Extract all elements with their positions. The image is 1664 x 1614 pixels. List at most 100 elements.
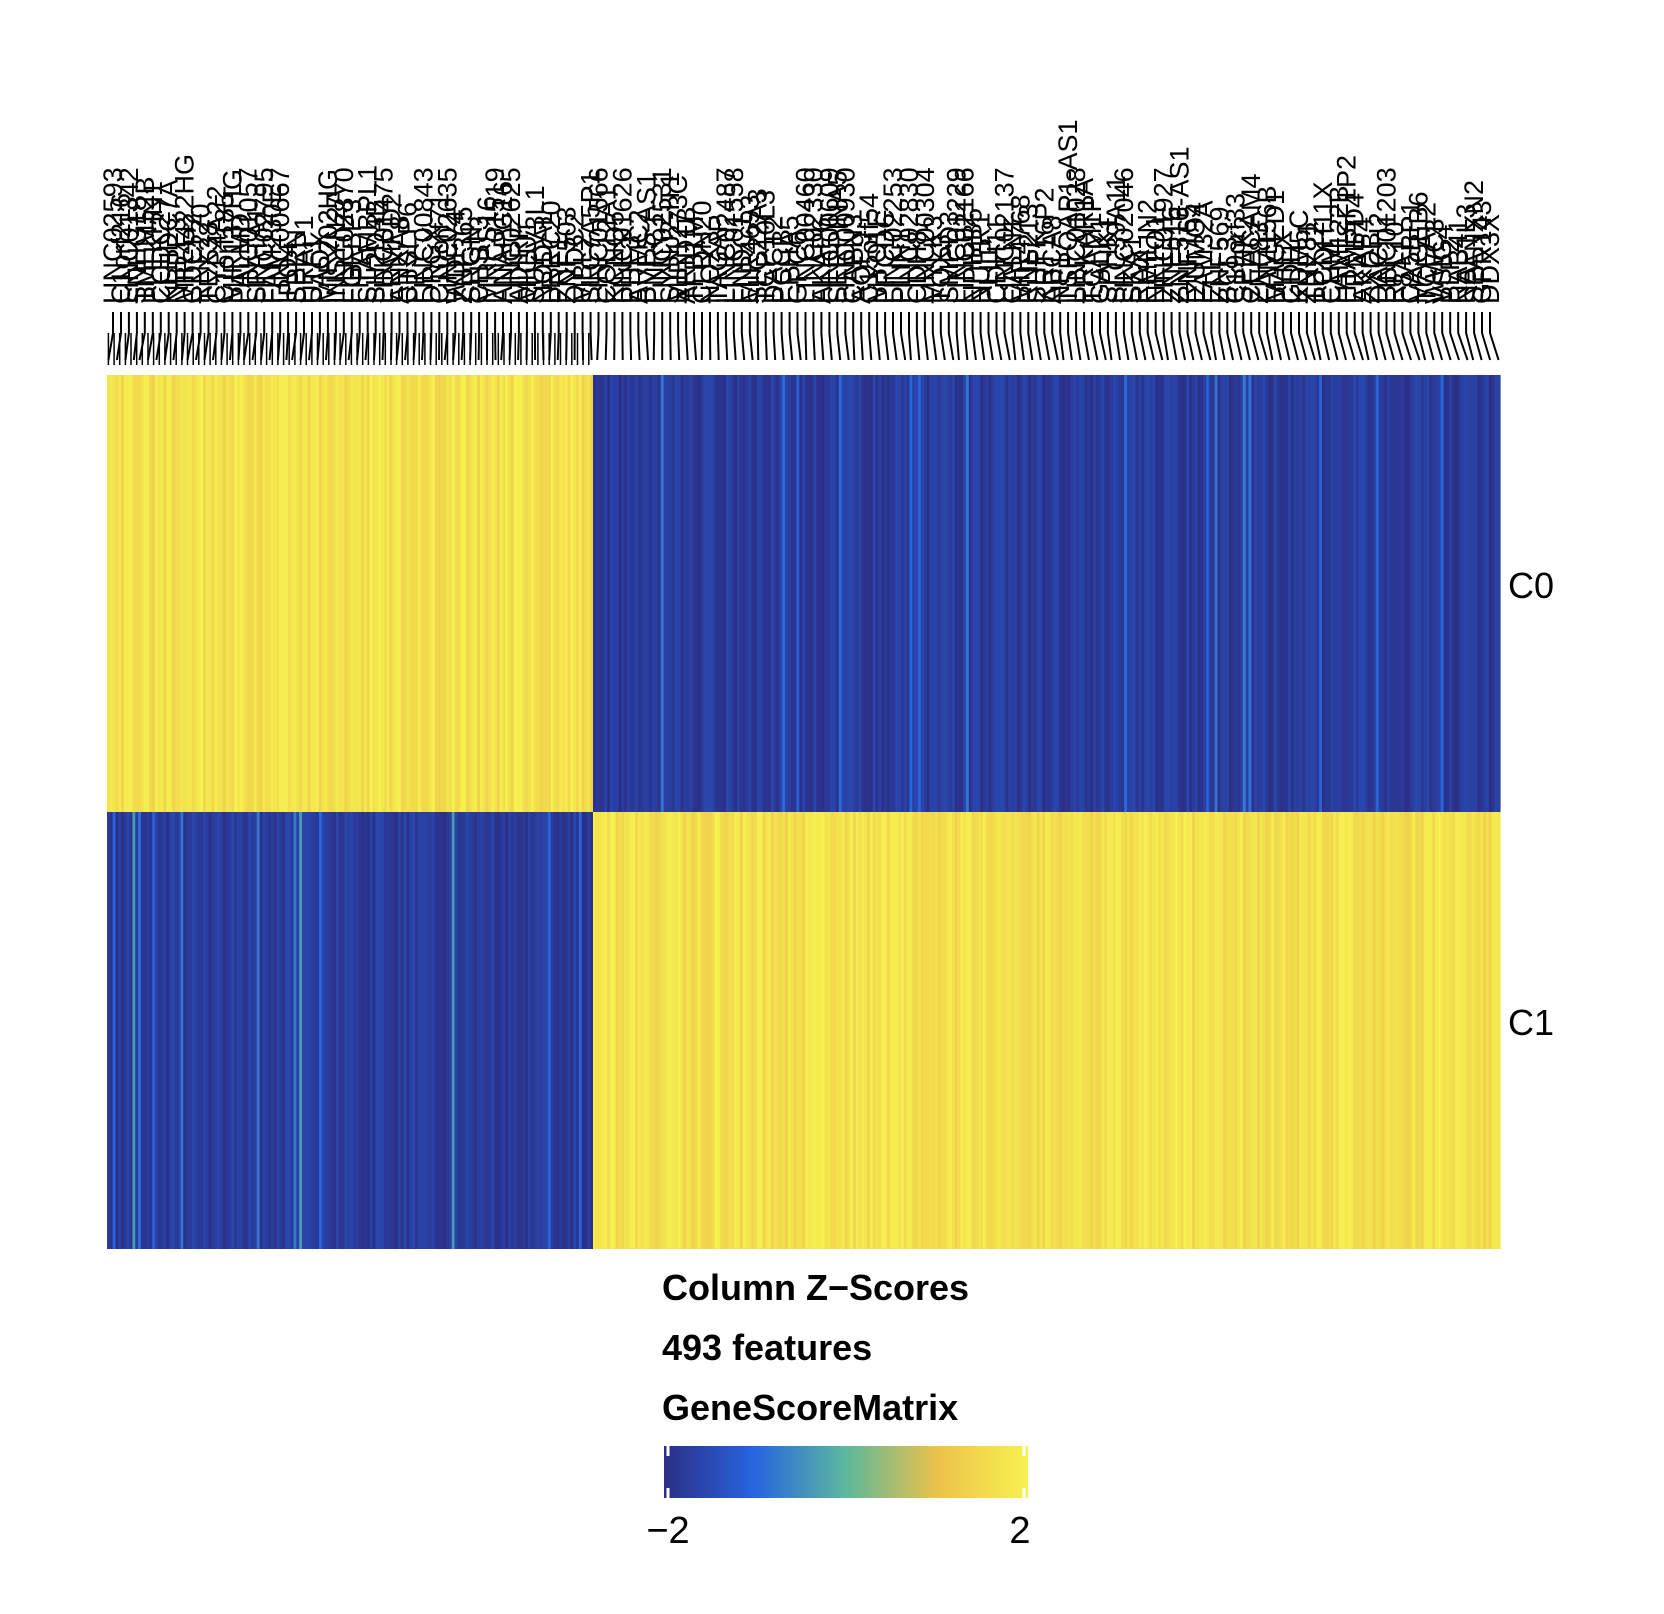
heatmap-cell [310,812,314,1249]
heatmap-cell [700,375,704,812]
heatmap-cell [1355,812,1360,1249]
heatmap-cell [932,812,936,1249]
heatmap-cell [556,375,560,812]
heatmap-cell [745,375,750,812]
heatmap-cell [985,375,990,812]
heatmap-cell [1076,812,1080,1249]
column-labels: LINC02593C1orf216LINC01342SNHG18TMEM52BP… [98,119,1505,304]
heatmap-cell [457,375,461,812]
column-label: NAP1L3 [1451,203,1481,304]
heatmap-cell [1288,375,1292,812]
heatmap-cell [915,375,919,812]
column-label-connector [1313,312,1322,361]
column-label: ZNF516-AS1 [1165,146,1195,304]
heatmap-cell [827,812,831,1249]
heatmap-cell [1259,812,1264,1249]
heatmap-cell [496,375,501,812]
heatmap-cell [200,375,204,812]
heatmap-cell [1016,375,1021,812]
column-label: SPATA1 [241,206,271,304]
heatmap-cell [553,812,557,1249]
heatmap-cell [838,812,843,1249]
heatmap-cell [499,375,504,812]
heatmap-cell [1208,375,1213,812]
heatmap-cell [643,375,648,812]
heatmap-cell [431,812,436,1249]
heatmap-cell [1002,375,1007,812]
heatmap-cell [1245,375,1250,812]
heatmap-cell [499,812,504,1249]
heatmap-cell [1062,812,1066,1249]
heatmap-cell [977,375,981,812]
heatmap-cell [742,812,747,1249]
heatmap-cell [1211,812,1216,1249]
heatmap-cells [107,375,1501,1249]
heatmap-cell [1095,375,1100,812]
heatmap-cell [446,812,450,1249]
heatmap-cell [1186,375,1190,812]
heatmap-cell [677,812,682,1249]
heatmap-cell [451,375,456,812]
heatmap-cell [632,375,636,812]
heatmap-cell [279,812,283,1249]
heatmap-cell [138,812,142,1249]
heatmap-cell [1336,375,1340,812]
heatmap-cell [287,375,292,812]
heatmap-cell [1149,812,1154,1249]
heatmap-cell [742,375,747,812]
heatmap-cell [1155,812,1159,1249]
heatmap-cell [1030,375,1035,812]
heatmap-cell [1429,375,1433,812]
heatmap-cell [1488,375,1493,812]
heatmap-cell [1127,375,1131,812]
heatmap-cell [1231,375,1235,812]
heatmap-cell [304,375,309,812]
heatmap-cell [1062,375,1066,812]
column-label: SPRN [281,229,311,304]
heatmap-cell [824,812,829,1249]
heatmap-cell [1036,375,1041,812]
heatmap-cell [1358,375,1363,812]
heatmap-cell [708,812,713,1249]
row-label-c1: C1 [1508,1002,1554,1043]
heatmap-cell [570,375,574,812]
heatmap-cell [525,375,529,812]
heatmap-cell [553,375,557,812]
column-label: NF1 [1045,253,1075,304]
column-label: SERPINA5 [822,170,852,304]
heatmap-cell [1395,812,1399,1249]
heatmap-cell [485,375,490,812]
heatmap-cell [211,375,215,812]
heatmap-cell [544,812,549,1249]
heatmap-cell [909,375,913,812]
heatmap-cell [1121,812,1125,1249]
heatmap-cell [256,375,261,812]
heatmap-cell [239,812,244,1249]
heatmap-cell [1127,812,1131,1249]
heatmap-cell [468,812,473,1249]
heatmap-cell [748,812,752,1249]
heatmap-cell [607,812,611,1249]
column-label: FAM32A [1189,200,1219,304]
heatmap-cell [965,812,970,1249]
heatmap-cell [1386,812,1391,1249]
heatmap-cell [655,812,659,1249]
heatmap-cell [395,812,399,1249]
heatmap-cell [364,812,368,1249]
column-label: TMEM52B [130,176,160,304]
column-label-connector [772,312,777,361]
column-label: SH2D4B [361,199,391,304]
heatmap-cell [426,375,430,812]
heatmap-cell [1435,812,1439,1249]
column-label: STAMBPL1 [353,165,383,304]
heatmap-cell [414,812,419,1249]
heatmap-cell [564,812,569,1249]
heatmap-cell [335,375,340,812]
column-label: GPC6 [783,230,813,304]
column-label: LINC02166 [950,167,980,304]
heatmap-cell [1367,812,1371,1249]
heatmap-cell [898,812,902,1249]
heatmap-cell [1350,812,1354,1249]
heatmap-cell [1008,812,1012,1249]
heatmap-cell [412,812,416,1249]
